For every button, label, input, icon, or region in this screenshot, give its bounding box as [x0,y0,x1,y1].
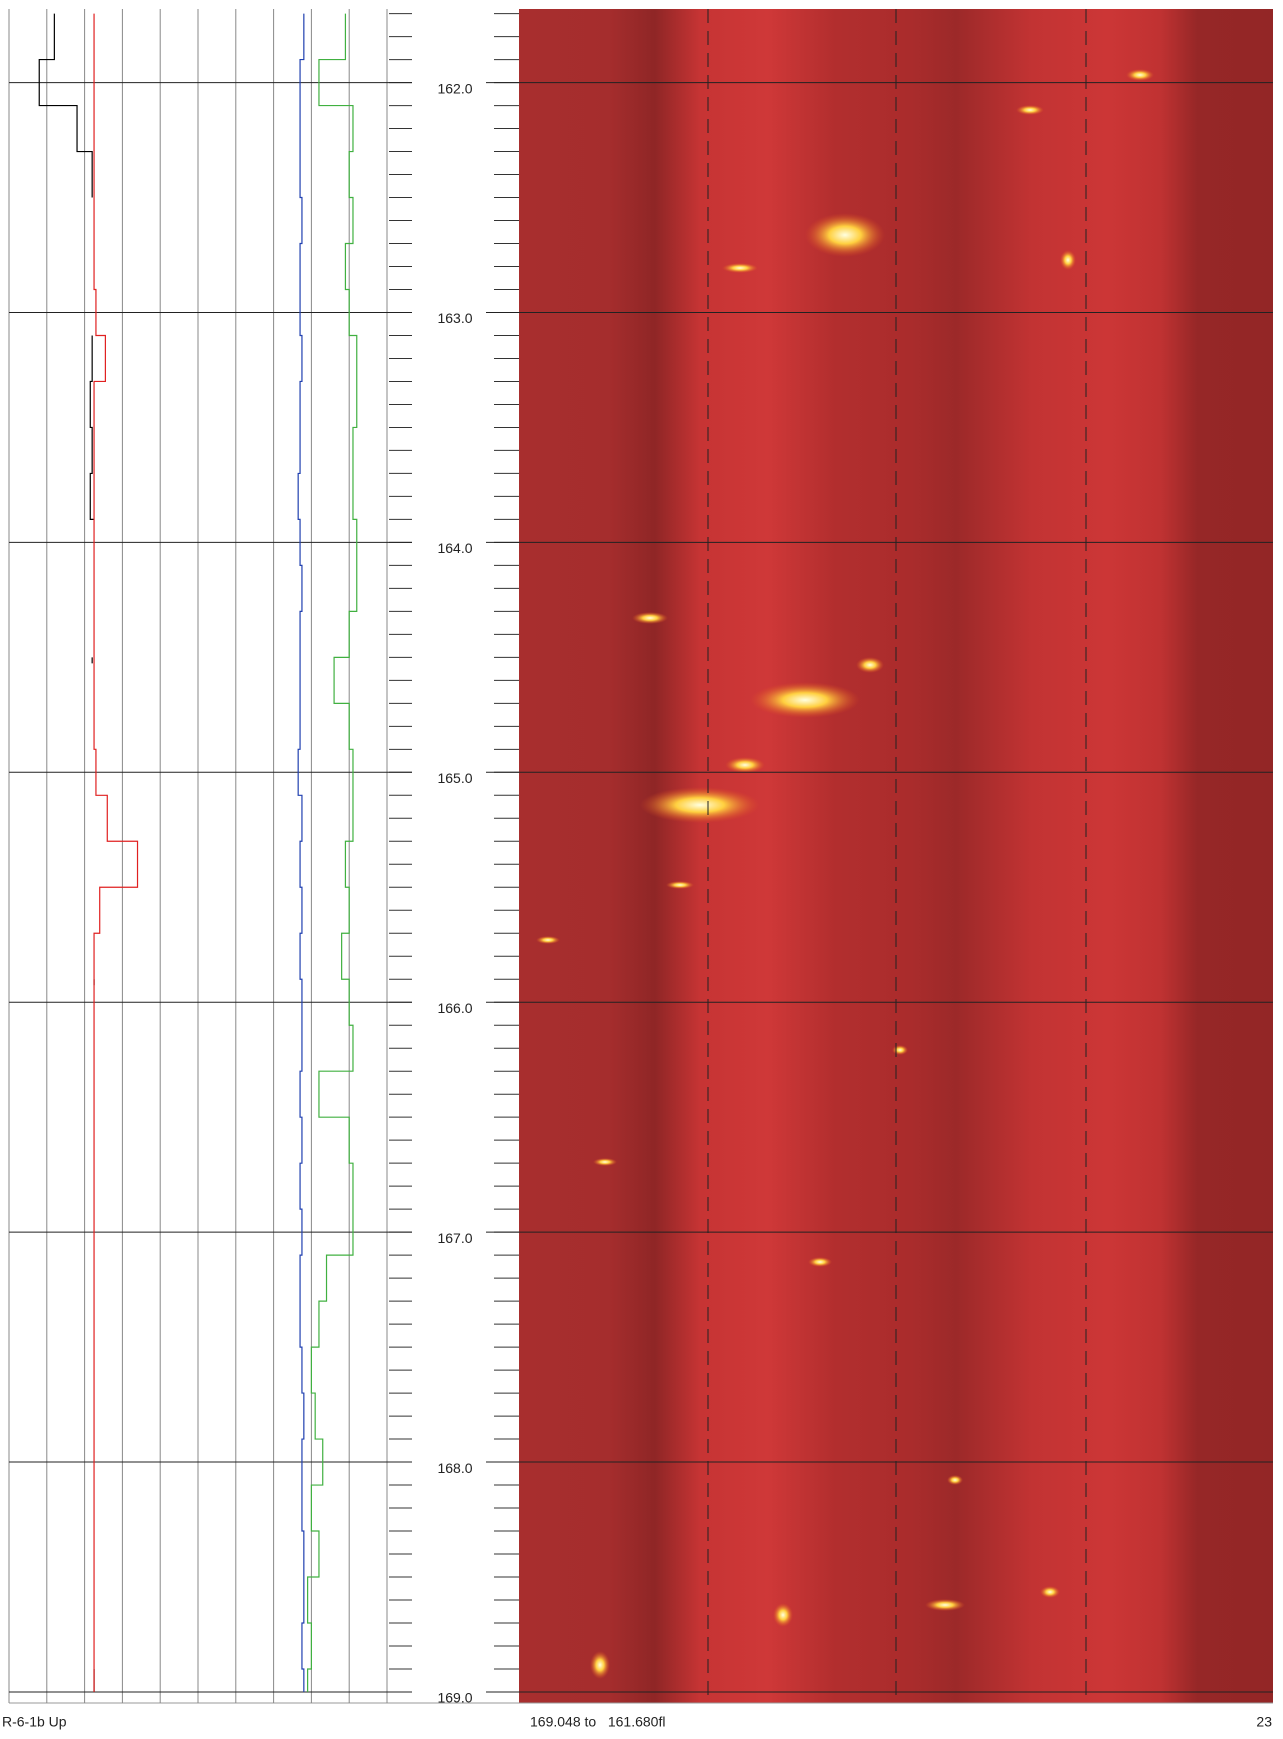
log-curve [89,335,95,521]
footer-center: 169.048 to 161.680fl [530,1714,665,1730]
depth-label: 169.0 [437,1690,472,1706]
log-curve [297,13,305,1692]
borehole-image [519,9,1273,1703]
log-curve [38,13,93,198]
log-curve [93,13,139,1692]
depth-label: 167.0 [437,1230,472,1246]
depth-label: 162.0 [437,80,472,96]
footer-right: 23 [1256,1714,1272,1730]
depth-label: 164.0 [437,540,472,556]
depth-label: 165.0 [437,770,472,786]
footer-left: R-6-1b Up [2,1714,67,1730]
log-curve [307,13,358,1692]
depth-label: 166.0 [437,1000,472,1016]
depth-label: 163.0 [437,310,472,326]
depth-label: 168.0 [437,1460,472,1476]
